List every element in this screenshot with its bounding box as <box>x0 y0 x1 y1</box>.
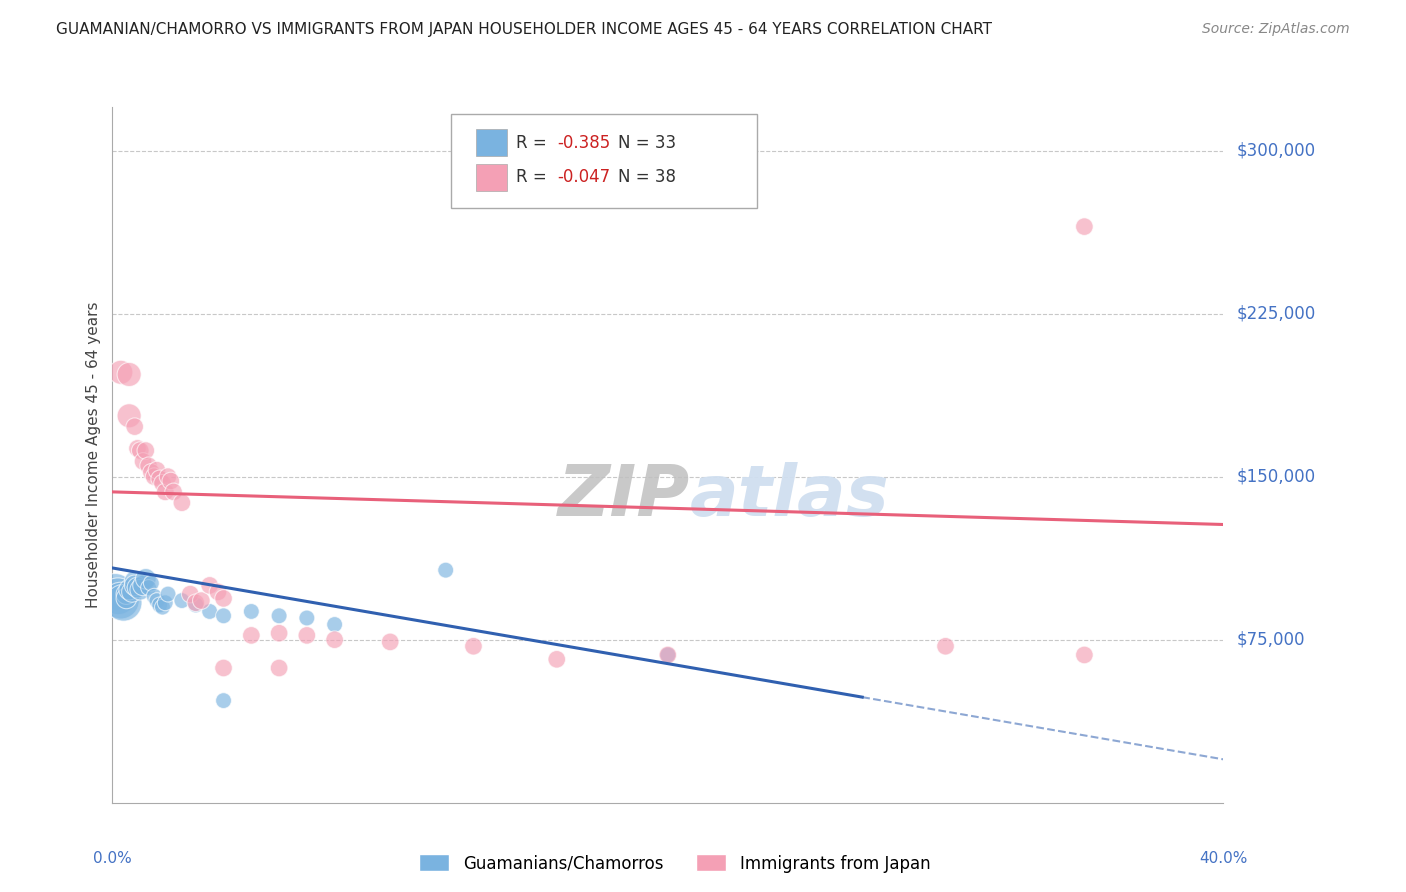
Legend: Guamanians/Chamorros, Immigrants from Japan: Guamanians/Chamorros, Immigrants from Ja… <box>412 847 938 880</box>
Point <box>159 474 181 488</box>
Point <box>190 593 212 607</box>
FancyBboxPatch shape <box>451 114 756 208</box>
Point <box>463 639 485 653</box>
Point <box>118 368 141 382</box>
Point <box>146 593 169 607</box>
Point <box>115 587 138 601</box>
Point <box>110 365 132 379</box>
Text: R =: R = <box>516 134 551 152</box>
Point <box>104 585 127 599</box>
Point <box>118 582 141 597</box>
Point <box>143 469 166 483</box>
Point <box>240 605 263 619</box>
Point <box>118 409 141 423</box>
Text: $75,000: $75,000 <box>1237 631 1306 648</box>
Point <box>295 611 318 625</box>
Point <box>934 639 956 653</box>
Text: $150,000: $150,000 <box>1237 467 1316 485</box>
Point <box>115 591 138 606</box>
Point <box>112 596 135 610</box>
Point <box>127 581 149 595</box>
Text: -0.047: -0.047 <box>557 169 610 186</box>
Point <box>110 593 132 607</box>
FancyBboxPatch shape <box>475 129 506 156</box>
Point <box>212 608 235 623</box>
Text: 0.0%: 0.0% <box>93 851 132 865</box>
Point <box>132 454 155 468</box>
Text: 40.0%: 40.0% <box>1199 851 1247 865</box>
Point <box>323 632 346 647</box>
Point <box>546 652 568 666</box>
Point <box>267 661 291 675</box>
Text: ZIP: ZIP <box>558 462 690 531</box>
Point <box>124 574 146 588</box>
Text: R =: R = <box>516 169 551 186</box>
Point <box>155 596 177 610</box>
Y-axis label: Householder Income Ages 45 - 64 years: Householder Income Ages 45 - 64 years <box>86 301 101 608</box>
Point <box>657 648 679 662</box>
Text: N = 33: N = 33 <box>617 134 676 152</box>
Point <box>135 572 157 586</box>
Point <box>155 484 177 499</box>
Text: GUAMANIAN/CHAMORRO VS IMMIGRANTS FROM JAPAN HOUSEHOLDER INCOME AGES 45 - 64 YEAR: GUAMANIAN/CHAMORRO VS IMMIGRANTS FROM JA… <box>56 22 993 37</box>
Point <box>146 463 169 477</box>
Point <box>212 693 235 707</box>
Point <box>198 605 221 619</box>
Point <box>157 469 180 483</box>
Point <box>138 581 160 595</box>
Point <box>240 628 263 642</box>
Point <box>143 589 166 603</box>
Point <box>184 596 207 610</box>
Point <box>295 628 318 642</box>
Text: -0.385: -0.385 <box>557 134 610 152</box>
Point <box>657 648 679 662</box>
Point <box>149 472 172 486</box>
Point <box>149 598 172 612</box>
Text: atlas: atlas <box>690 462 890 531</box>
Point <box>170 593 193 607</box>
Point <box>138 458 160 473</box>
Point <box>121 585 143 599</box>
Text: N = 38: N = 38 <box>617 169 676 186</box>
Point <box>127 442 149 456</box>
Text: $300,000: $300,000 <box>1237 142 1316 160</box>
Point <box>267 626 291 640</box>
Point <box>107 589 129 603</box>
Text: $225,000: $225,000 <box>1237 304 1316 323</box>
Point <box>212 661 235 675</box>
Point <box>323 617 346 632</box>
Point <box>129 582 152 597</box>
Point <box>141 466 163 480</box>
Point <box>132 578 155 592</box>
Point <box>157 587 180 601</box>
Point <box>135 443 157 458</box>
Point <box>184 598 207 612</box>
Point <box>1073 648 1095 662</box>
Point <box>170 496 193 510</box>
FancyBboxPatch shape <box>475 164 506 191</box>
Point <box>124 419 146 434</box>
Point <box>434 563 457 577</box>
Point <box>1073 219 1095 234</box>
Point <box>124 578 146 592</box>
Point <box>198 578 221 592</box>
Point <box>267 608 291 623</box>
Point <box>152 600 174 615</box>
Point <box>162 484 184 499</box>
Text: Source: ZipAtlas.com: Source: ZipAtlas.com <box>1202 22 1350 37</box>
Point <box>212 591 235 606</box>
Point <box>152 476 174 491</box>
Point <box>129 443 152 458</box>
Point <box>380 635 402 649</box>
Point <box>141 576 163 591</box>
Point <box>207 585 229 599</box>
Point <box>179 587 201 601</box>
